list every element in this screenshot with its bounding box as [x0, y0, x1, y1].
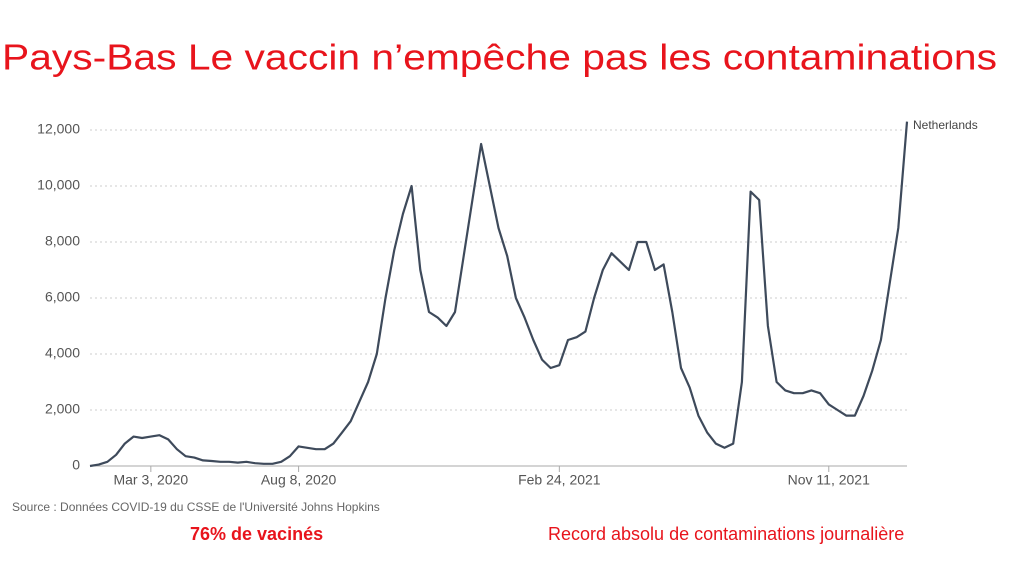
y-tick-label: 10,000	[37, 177, 80, 193]
x-tick-label: Feb 24, 2021	[518, 472, 601, 488]
x-tick-label: Mar 3, 2020	[113, 472, 188, 488]
slide-title: Pays-Bas Le vaccin n’empêche pas les con…	[2, 37, 997, 78]
y-tick-label: 4,000	[45, 345, 80, 361]
annotation: Record absolu de contaminations journali…	[548, 524, 904, 544]
x-tick-label: Nov 11, 2021	[788, 472, 870, 488]
series-label: Netherlands	[913, 118, 978, 132]
y-tick-label: 6,000	[45, 289, 80, 305]
y-tick-label: 8,000	[45, 233, 80, 249]
annotation: 76% de vacinés	[190, 524, 323, 544]
y-tick-label: 0	[72, 457, 80, 473]
y-tick-label: 12,000	[37, 121, 80, 137]
x-tick-label: Aug 8, 2020	[261, 472, 337, 488]
y-tick-label: 2,000	[45, 401, 80, 417]
source: Source : Données COVID-19 du CSSE de l'U…	[12, 500, 380, 514]
series-line	[89, 121, 909, 468]
